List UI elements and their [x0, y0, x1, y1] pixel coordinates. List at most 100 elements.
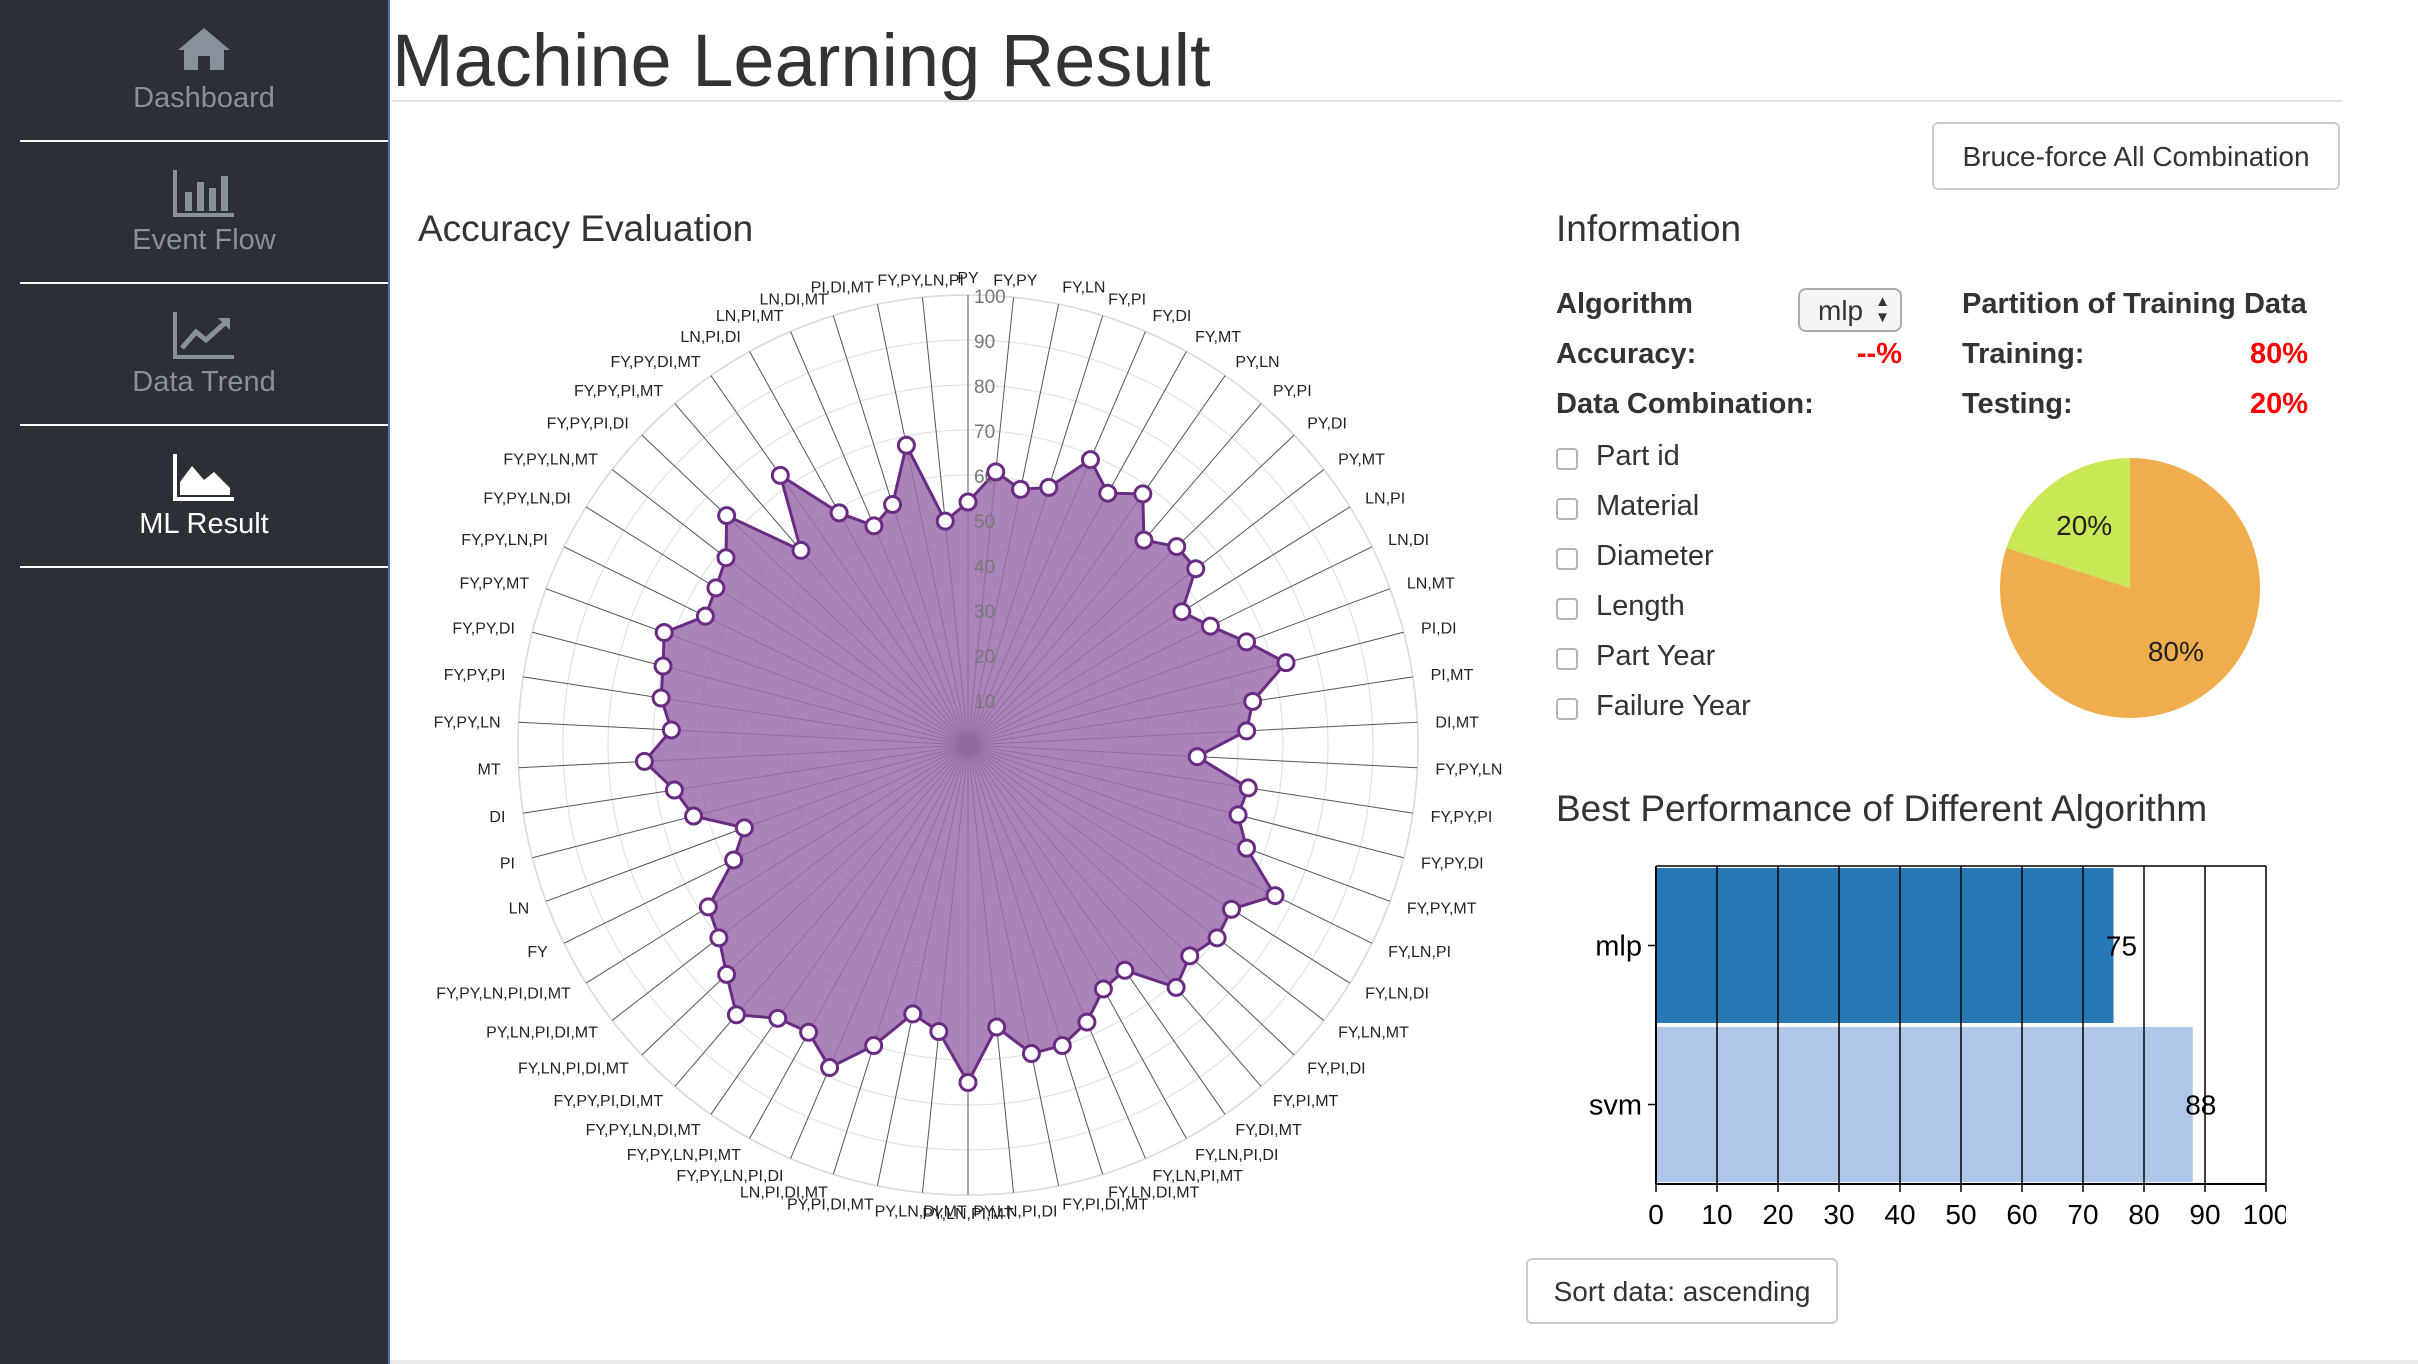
best-performance-bar-chart: 0 10 20 30 40 50 60 70 80 90 100 mlp 75 svm 88: [1589, 865, 2286, 1230]
radar-data-point: [1187, 747, 1207, 767]
algorithm-selected-value: mlp: [1818, 295, 1864, 326]
radar-category-label: FY,PY,DI: [452, 621, 515, 638]
checkbox[interactable]: [1556, 598, 1578, 620]
checkbox-label: Part id: [1596, 440, 1680, 472]
radar-data-point: [1237, 838, 1257, 858]
radar-category-label: PY,DI: [1307, 416, 1347, 433]
radar-category-label: PY,LN: [1235, 354, 1279, 371]
radar-data-point: [896, 435, 916, 455]
checkbox-label: Part Year: [1596, 640, 1716, 672]
radar-data-point: [651, 688, 671, 708]
bar-x-tick-label: 20: [1762, 1199, 1793, 1230]
radar-data-point: [864, 1036, 884, 1056]
radar-data-point: [1238, 778, 1258, 798]
pie-slice-label: 20%: [2056, 510, 2112, 541]
radar-category-label: PY,PI,DI,MT: [787, 1196, 874, 1213]
radar-tick-label: 10: [974, 692, 995, 713]
bar-category-label: svm: [1589, 1090, 1642, 1122]
algorithm-select[interactable]: mlp ▲ ▼: [1798, 288, 1902, 332]
radar-category-label: PI,MT: [1431, 667, 1474, 684]
radar-data-point: [935, 511, 955, 531]
radar-data-point: [717, 506, 737, 526]
pie-slice-label: 80%: [2148, 636, 2204, 667]
radar-category-label: FY,PI: [1108, 291, 1146, 308]
radar-tick-label: 90: [974, 332, 995, 353]
radar-data-point: [903, 1004, 923, 1024]
area-chart-icon: [20, 452, 388, 508]
sort-data-button[interactable]: Sort data: ascending: [1526, 1258, 1838, 1324]
radar-data-point: [1115, 960, 1135, 980]
checkbox[interactable]: [1556, 548, 1578, 570]
radar-data-point: [1200, 616, 1220, 636]
radar-data-point: [1093, 979, 1113, 999]
bar-value-label: 75: [2106, 931, 2137, 962]
radar-data-point: [684, 806, 704, 826]
radar-category-label: FY,DI,MT: [1235, 1122, 1302, 1139]
sidebar-item-event-flow[interactable]: Event Flow: [20, 142, 388, 284]
partition-title: Partition of Training Data: [1962, 288, 2307, 320]
radar-category-label: FY,DI: [1153, 308, 1192, 325]
radar-data-point: [820, 1058, 840, 1078]
radar-category-label: LN,MT: [1407, 575, 1455, 592]
radar-category-label: FY,PY,PI,DI: [547, 416, 629, 433]
partition-pie-chart: 80% 20%: [2000, 458, 2260, 718]
radar-data-point: [1133, 484, 1153, 504]
radar-data-point: [709, 928, 729, 948]
bar-x-tick-label: 70: [2067, 1199, 2098, 1230]
checkbox[interactable]: [1556, 648, 1578, 670]
radar-category-label: PI,DI,MT: [811, 280, 874, 297]
bruteforce-combination-button[interactable]: Bruce-force All Combination: [1932, 122, 2340, 190]
testing-label: Testing:: [1962, 388, 2073, 420]
radar-data-point: [634, 751, 654, 771]
radar-category-label: PY: [957, 270, 979, 287]
radar-category-label: FY: [527, 944, 548, 961]
data-combination-label: Data Combination:: [1556, 388, 1814, 420]
checkbox[interactable]: [1556, 498, 1578, 520]
radar-data-point: [717, 964, 737, 984]
radar-data-point: [706, 578, 726, 598]
radar-area-series: [642, 440, 1289, 1086]
radar-category-label: FY,PY,DI,MT: [611, 354, 701, 371]
checkbox[interactable]: [1556, 448, 1578, 470]
radar-tick-label: 20: [974, 647, 995, 668]
radar-data-point: [1180, 946, 1200, 966]
bar-x-tick-label: 80: [2128, 1199, 2159, 1230]
radar-category-label: DI,MT: [1435, 714, 1479, 731]
radar-category-label: FY,LN,PI,DI,MT: [518, 1060, 629, 1077]
checkbox-label: Material: [1596, 490, 1700, 522]
select-arrows-icon: ▲ ▼: [1875, 293, 1890, 326]
radar-tick-label: 50: [974, 512, 995, 533]
radar-data-point: [1265, 886, 1285, 906]
bar-x-tick-label: 60: [2006, 1199, 2037, 1230]
line-chart-icon: [20, 310, 388, 366]
bar-x-tick-label: 40: [1884, 1199, 1915, 1230]
checkbox[interactable]: [1556, 698, 1578, 720]
radar-data-point: [1011, 479, 1031, 499]
radar-data-point: [929, 1022, 949, 1042]
radar-tick-label: 100: [974, 287, 1006, 308]
radar-category-label: PI,DI: [1421, 621, 1457, 638]
sidebar-item-dashboard[interactable]: Dashboard: [20, 0, 388, 142]
radar-data-point: [726, 1005, 746, 1025]
bar-mlp: [1656, 868, 2114, 1023]
sidebar: Dashboard Event Flow Data Trend ML Resul…: [0, 0, 390, 1364]
bottom-edge: [390, 1360, 2418, 1364]
sidebar-item-data-trend[interactable]: Data Trend: [20, 284, 388, 426]
sidebar-item-ml-result[interactable]: ML Result: [20, 426, 388, 568]
bar-x-tick-label: 30: [1823, 1199, 1854, 1230]
bar-chart-icon: [20, 168, 388, 224]
page-title: Machine Learning Result: [392, 19, 1211, 102]
radar-category-label: FY,LN,DI: [1365, 986, 1429, 1003]
radar-data-point: [799, 1022, 819, 1042]
radar-category-label: PY,LN,DI,MT: [875, 1204, 967, 1221]
radar-category-label: FY,LN,PI,DI: [1195, 1147, 1278, 1164]
checkbox-label: Failure Year: [1596, 690, 1751, 722]
radar-category-label: PY,LN,PI,MT: [922, 1206, 1014, 1223]
radar-data-point: [1167, 537, 1187, 557]
radar-category-label: FY,PY,LN,MT: [503, 452, 598, 469]
radar-data-point: [1237, 721, 1257, 741]
radar-category-label: PY,LN,PI,DI: [973, 1204, 1057, 1221]
radar-data-point: [654, 622, 674, 642]
training-value: 80%: [2249, 338, 2308, 370]
algorithm-label: Algorithm: [1556, 288, 1693, 320]
